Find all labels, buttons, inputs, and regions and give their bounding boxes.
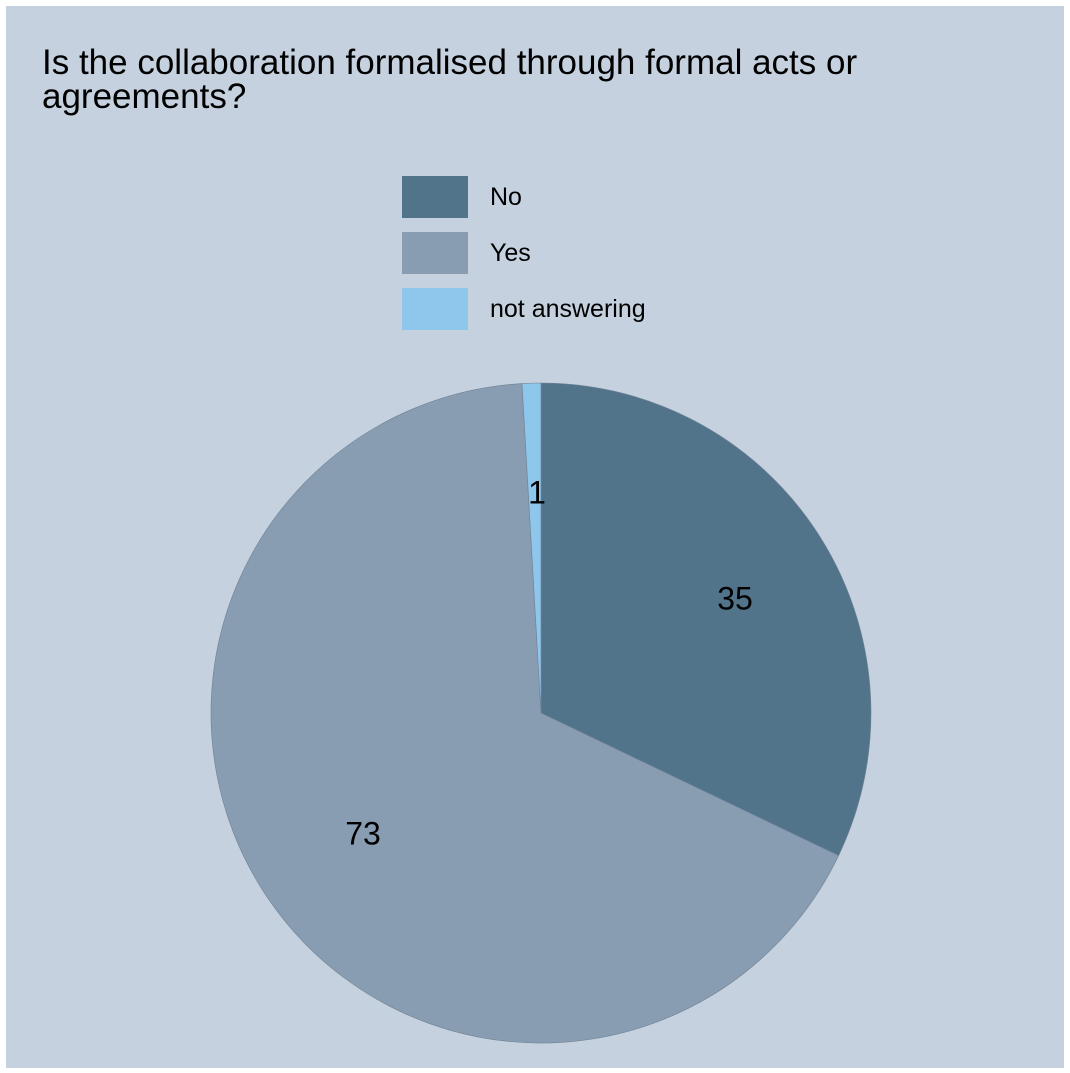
pie-chart: 35 73 1 xyxy=(210,382,872,1044)
pie-slice-yes xyxy=(210,383,840,1044)
slice-label-yes: 73 xyxy=(345,815,381,851)
slice-label-not-answering: 1 xyxy=(528,474,546,510)
legend-swatch-not-answering xyxy=(402,288,468,330)
legend-swatch-yes xyxy=(402,232,468,274)
legend-label-not-answering: not answering xyxy=(490,295,646,323)
legend-label-no: No xyxy=(490,183,522,211)
legend-swatch-no xyxy=(402,176,468,218)
chart-panel: Is the collaboration formalised through … xyxy=(6,6,1064,1068)
pie-slice-not-answering xyxy=(521,382,542,714)
pie-labels: 35 73 1 xyxy=(345,474,753,851)
slice-label-no: 35 xyxy=(717,580,753,616)
chart-title: Is the collaboration formalised through … xyxy=(42,43,858,116)
legend-label-yes: Yes xyxy=(490,239,531,267)
pie-slice-no xyxy=(540,382,872,856)
pie-slices xyxy=(210,382,872,1044)
